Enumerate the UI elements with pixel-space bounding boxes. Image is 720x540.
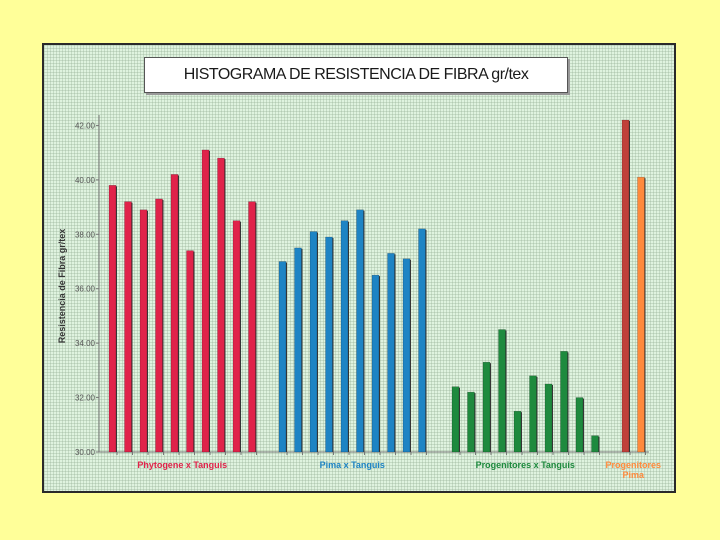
category-label-line: Pima bbox=[622, 470, 645, 480]
bar bbox=[340, 220, 349, 453]
bar bbox=[170, 174, 179, 453]
bar bbox=[498, 329, 506, 453]
y-tick-label: 30.00 bbox=[75, 448, 96, 457]
bar bbox=[529, 375, 537, 453]
category-label-line: Pima x Tanguis bbox=[320, 460, 385, 470]
y-tick-label: 34.00 bbox=[75, 339, 96, 348]
bar bbox=[232, 220, 241, 453]
category-label: Progenitores Pima bbox=[605, 460, 661, 480]
bar bbox=[467, 391, 475, 453]
bar bbox=[108, 185, 117, 453]
bar-chart: 30.00 32.00 34.00 36.00 38.00 40.00 42.00 Resis… bbox=[57, 115, 661, 480]
bar bbox=[513, 410, 522, 453]
bar bbox=[451, 386, 460, 453]
bar bbox=[418, 228, 426, 453]
category-label: Phytogene x Tanguis bbox=[137, 460, 227, 470]
bar bbox=[575, 397, 584, 453]
chart-frame: HISTOGRAMA DE RESISTENCIA DE FIBRA gr/te… bbox=[42, 43, 676, 493]
category-label: Pima x Tanguis bbox=[320, 460, 385, 470]
category-label: Progenitores x Tanguis bbox=[476, 460, 575, 470]
bar bbox=[356, 209, 364, 453]
bar bbox=[482, 361, 491, 453]
bar bbox=[248, 201, 256, 453]
bar bbox=[139, 209, 148, 453]
bar bbox=[201, 149, 210, 453]
category-label-line: Progenitores bbox=[605, 460, 661, 470]
bar bbox=[402, 258, 411, 453]
bar bbox=[309, 231, 318, 453]
y-tick-label: 40.00 bbox=[75, 176, 96, 185]
bar bbox=[560, 351, 568, 453]
bar bbox=[217, 157, 225, 453]
y-tick-label: 42.00 bbox=[75, 121, 96, 130]
category-label-line: Progenitores x Tanguis bbox=[476, 460, 575, 470]
bar bbox=[325, 236, 333, 453]
y-tick-label: 32.00 bbox=[75, 394, 96, 403]
bar bbox=[371, 274, 380, 453]
chart-title: HISTOGRAMA DE RESISTENCIA DE FIBRA gr/te… bbox=[144, 57, 568, 93]
y-tick-label: 38.00 bbox=[75, 230, 96, 239]
category-label-line: Phytogene x Tanguis bbox=[137, 460, 227, 470]
bar bbox=[294, 247, 302, 453]
bar bbox=[186, 250, 194, 453]
y-tick-label: 36.00 bbox=[75, 285, 96, 294]
bar bbox=[621, 119, 630, 453]
bar bbox=[155, 198, 163, 453]
bar bbox=[124, 201, 132, 453]
bar bbox=[387, 253, 395, 453]
bar bbox=[637, 176, 645, 453]
bar bbox=[544, 383, 553, 453]
bar bbox=[591, 435, 599, 453]
y-axis-label: Resistencia de Fibra gr/tex bbox=[57, 229, 67, 344]
bar bbox=[278, 261, 287, 453]
